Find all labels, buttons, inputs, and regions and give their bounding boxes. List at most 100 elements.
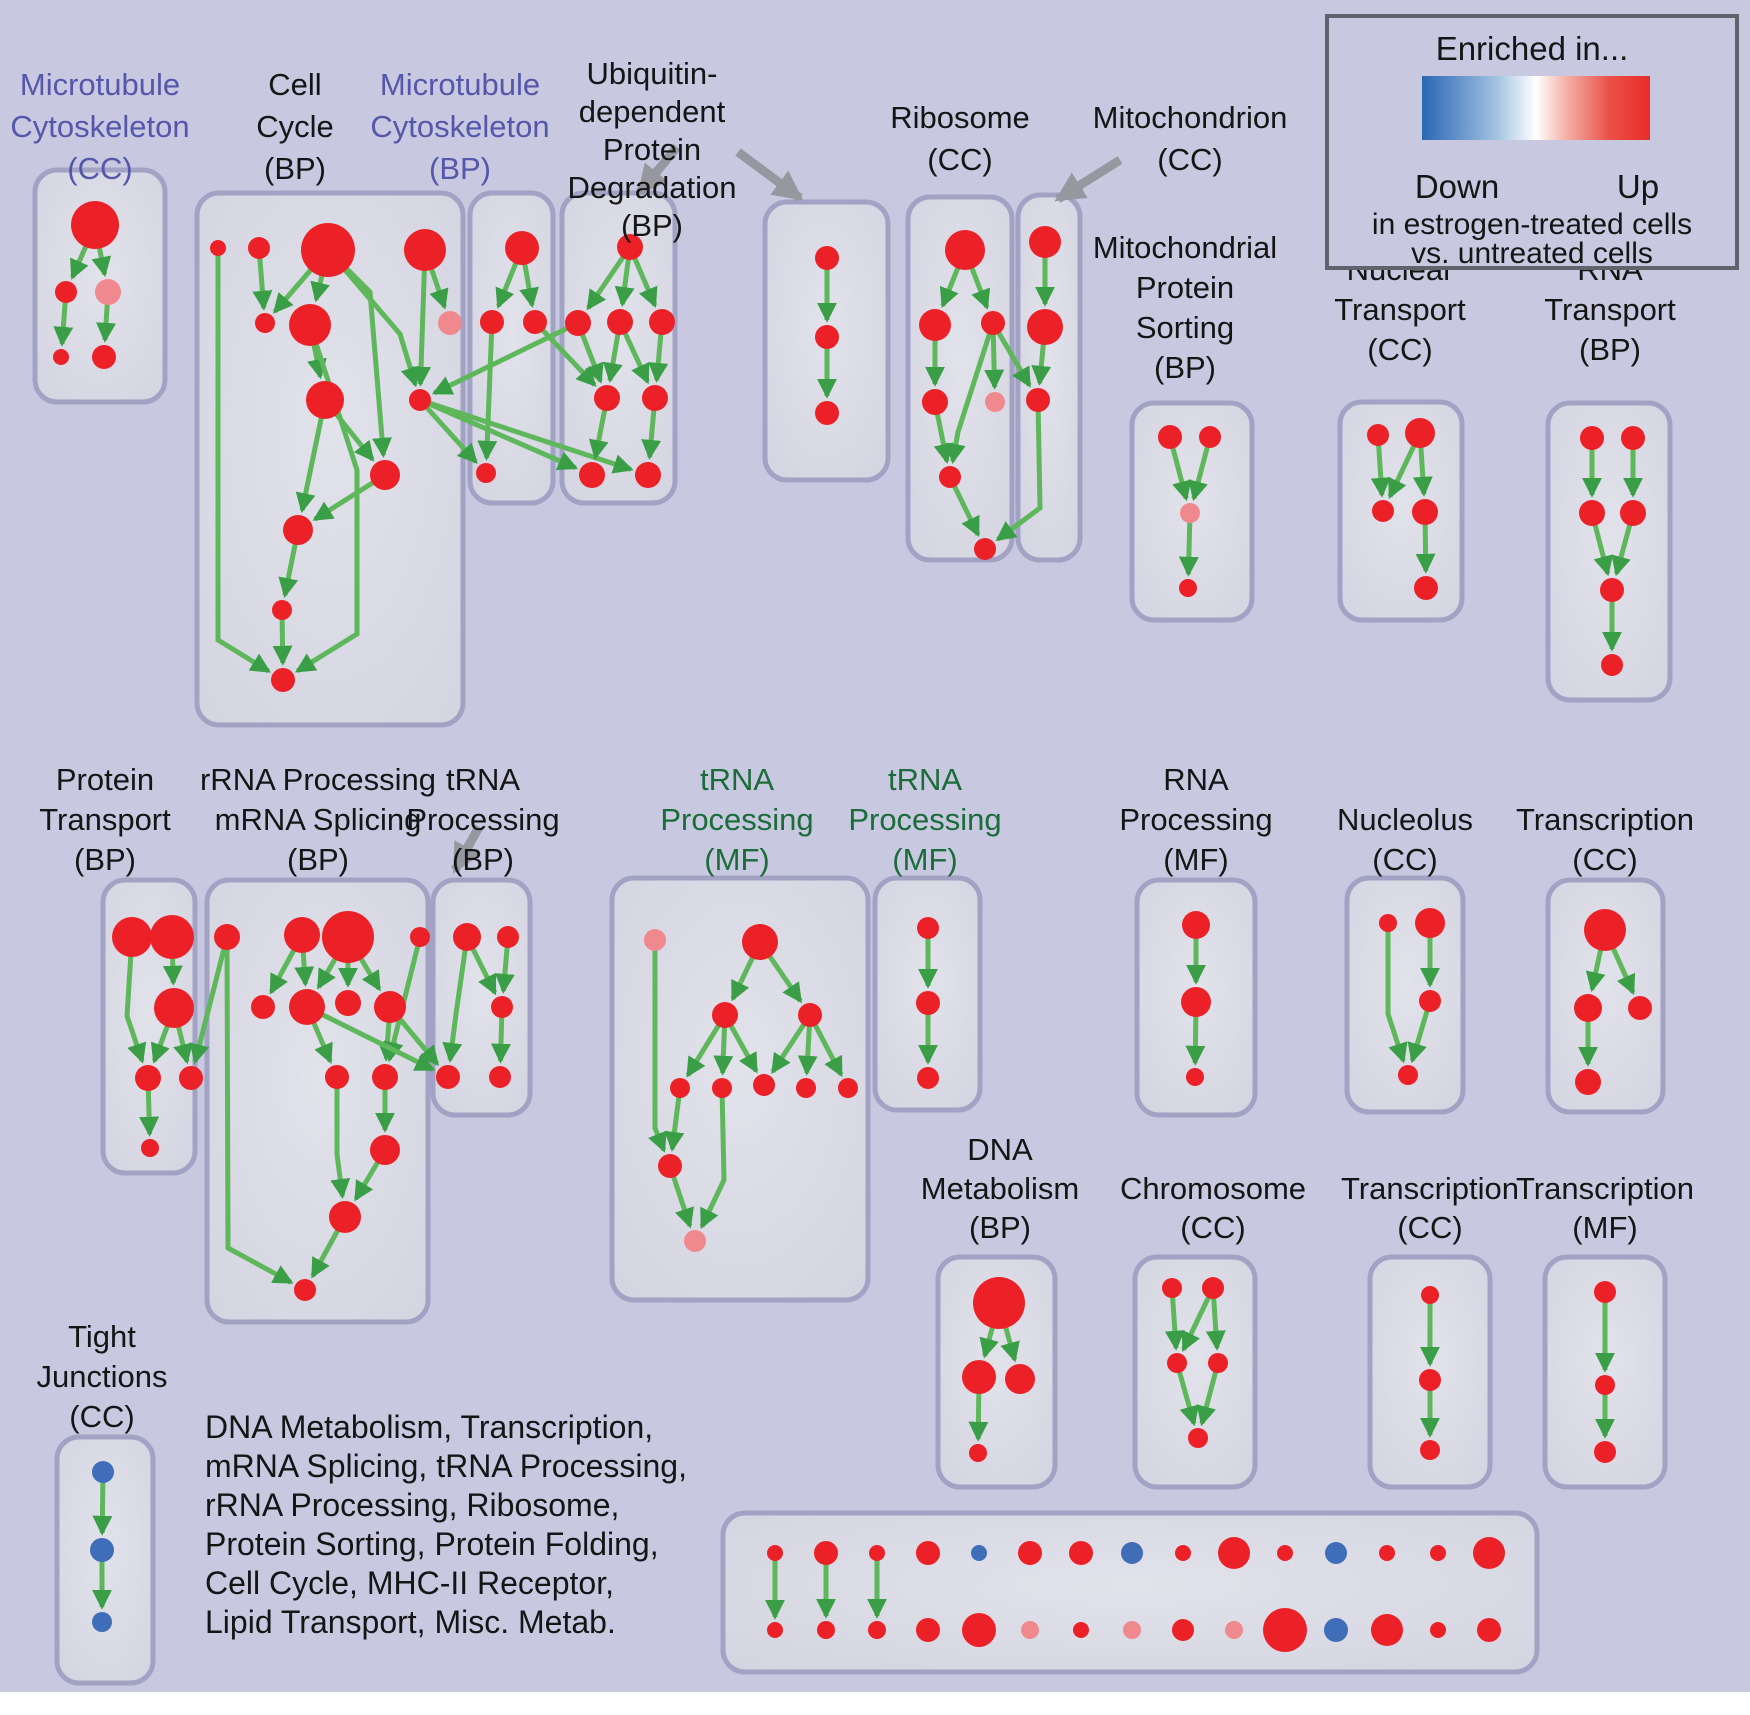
- go-term-node-m3: [374, 991, 406, 1023]
- go-term-node-xt6: [1069, 1541, 1093, 1565]
- go-term-node-d0: [617, 234, 643, 260]
- cluster-label-nucleolus-line-0: Nucleolus: [1337, 802, 1473, 837]
- cluster-label-transcription-mf-line-0: Transcription: [1516, 1171, 1694, 1206]
- go-term-node-u1: [916, 991, 940, 1015]
- go-term-node-tc0: [1584, 909, 1626, 951]
- go-term-node-q3: [436, 1065, 460, 1089]
- go-term-node-xb5: [1021, 1621, 1039, 1639]
- go-term-node-ch2: [1167, 1353, 1187, 1373]
- go-term-node-h2: [1180, 503, 1200, 523]
- go-term-node-q1: [497, 926, 519, 948]
- cluster-label-dna-metabolism-line-0: DNA: [967, 1132, 1033, 1167]
- go-term-node-i0: [1367, 424, 1389, 446]
- go-term-node-w1: [1595, 1375, 1615, 1395]
- cluster-label-transcription-cc-1-line-0: Transcription: [1516, 802, 1694, 837]
- cluster-label-rna-processing-line-1: Processing: [1119, 802, 1272, 837]
- go-term-node-s0: [973, 1277, 1025, 1329]
- go-term-node-v2: [1420, 1440, 1440, 1460]
- go-term-node-tj2: [92, 1612, 112, 1632]
- go-term-node-f4: [985, 392, 1005, 412]
- go-term-node-r0: [1182, 911, 1210, 939]
- go-term-node-xt12: [1379, 1545, 1395, 1561]
- edge-nu0-nu3: [1385, 923, 1408, 1064]
- go-term-node-xt13: [1430, 1545, 1446, 1561]
- go-term-node-b5: [289, 304, 331, 346]
- go-term-node-xt4: [971, 1545, 987, 1561]
- cluster-label-transcription-cc-2-line-1: (CC): [1397, 1210, 1462, 1245]
- go-term-node-xb10: [1263, 1608, 1307, 1652]
- go-term-node-d6: [579, 462, 605, 488]
- edge-q0-q3: [442, 936, 470, 1063]
- legend: Enriched in... Down Up in estrogen-treat…: [1325, 14, 1739, 270]
- go-term-node-ch3: [1208, 1353, 1228, 1373]
- cluster-label-tight-junctions-line-0: Tight: [68, 1319, 136, 1354]
- cluster-label-ubiquitin-line-2: Protein: [603, 132, 701, 167]
- misc-categories-line-5: Lipid Transport, Misc. Metab.: [205, 1604, 616, 1640]
- edge-f2-f6: [945, 322, 996, 464]
- go-term-node-h3: [1179, 579, 1197, 597]
- cluster-label-mitochondrion-line-0: Mitochondrion: [1093, 100, 1288, 135]
- go-term-node-i4: [1414, 576, 1438, 600]
- cluster-label-transcription-mf-line-1: (MF): [1572, 1210, 1637, 1245]
- go-term-node-h1: [1199, 426, 1221, 448]
- cluster-label-tight-junctions-line-1: Junctions: [37, 1359, 168, 1394]
- edge-b3-b8: [411, 249, 432, 387]
- edge-c2-d4: [533, 320, 597, 387]
- go-term-node-g2: [1026, 388, 1050, 412]
- misc-categories-line-1: mRNA Splicing, tRNA Processing,: [205, 1448, 687, 1484]
- go-term-node-n5b: [712, 1078, 732, 1098]
- go-term-node-b9: [370, 460, 400, 490]
- cluster-label-ubiquitin-line-1: dependent: [579, 94, 726, 129]
- edge-b8-d6: [419, 397, 579, 471]
- cluster-box-nuclear-transport: [1337, 399, 1465, 623]
- go-term-node-v0: [1421, 1286, 1439, 1304]
- go-term-node-d2: [607, 309, 633, 335]
- go-term-node-j3: [1620, 500, 1646, 526]
- cluster-box-rna-transport: [1545, 400, 1673, 703]
- edge-g2-f7: [995, 399, 1043, 542]
- go-term-node-tj1: [90, 1538, 114, 1562]
- go-term-node-a4: [92, 345, 116, 369]
- cluster-box-trna-mf-big: [609, 875, 871, 1303]
- go-term-node-q2: [491, 996, 513, 1018]
- go-term-node-f3: [922, 389, 948, 415]
- go-term-node-a2: [95, 279, 121, 305]
- go-term-node-nt_c: [658, 1154, 682, 1178]
- cluster-label-cell-cycle-line-2: (BP): [264, 151, 326, 186]
- go-term-node-xb7: [1123, 1621, 1141, 1639]
- edge-ch1-ch2: [1181, 1286, 1216, 1353]
- callout-arrow-1: [735, 148, 804, 202]
- cluster-label-protein-transport-line-2: (BP): [74, 842, 136, 877]
- cluster-label-chromosome-line-0: Chromosome: [1120, 1171, 1306, 1206]
- go-term-node-d5: [642, 385, 668, 411]
- cluster-label-mito-sorting-line-1: Protein: [1136, 270, 1234, 305]
- go-term-node-c2: [523, 310, 547, 334]
- go-term-node-m1: [289, 989, 325, 1025]
- go-term-node-n5d: [796, 1078, 816, 1098]
- cluster-label-trna-mf-1-line-0: tRNA: [700, 762, 774, 797]
- go-term-node-g1: [1027, 309, 1063, 345]
- cluster-label-trna-mf-1-line-2: (MF): [704, 842, 769, 877]
- go-term-node-xb1: [817, 1621, 835, 1639]
- go-term-node-xb2: [868, 1621, 886, 1639]
- edge-d1-b8: [431, 320, 580, 396]
- edge-ch0-ch2: [1164, 1287, 1185, 1351]
- go-term-node-n5c: [753, 1074, 775, 1096]
- go-term-node-b6: [438, 311, 462, 335]
- go-term-node-xb3: [916, 1618, 940, 1642]
- go-term-node-nt_p: [644, 929, 666, 951]
- go-term-node-nu2: [1419, 990, 1441, 1012]
- cluster-label-cell-cycle-line-1: Cycle: [256, 109, 334, 144]
- cluster-label-mito-sorting-line-0: Mitochondrial: [1093, 230, 1277, 265]
- legend-caption-line-1: in estrogen-treated cells: [1372, 208, 1692, 241]
- cluster-label-ubiquitin-line-0: Ubiquitin-: [587, 56, 718, 91]
- go-term-node-t2: [322, 911, 374, 963]
- go-term-node-e2: [815, 401, 839, 425]
- go-term-node-w2: [1594, 1441, 1616, 1463]
- cluster-label-rrna-processing-line-1: mRNA Splicing: [215, 802, 422, 837]
- edge-n5a-nt_c: [664, 1087, 685, 1152]
- edge-h2-h3: [1178, 512, 1199, 577]
- go-term-node-xt2: [869, 1545, 885, 1561]
- go-term-node-xt14: [1473, 1537, 1505, 1569]
- go-term-node-h0: [1158, 425, 1182, 449]
